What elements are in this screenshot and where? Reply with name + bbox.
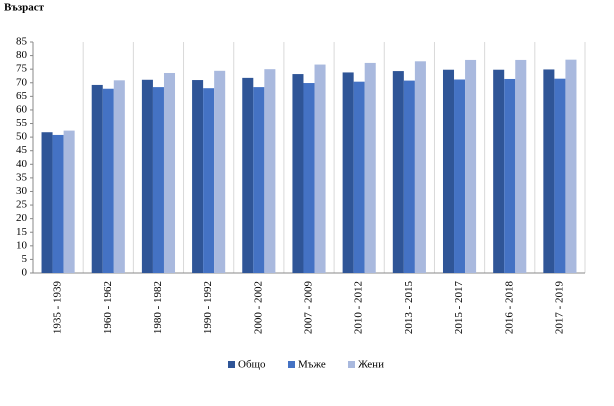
y-axis-label: Възраст bbox=[4, 2, 45, 14]
y-tick-label: 45 bbox=[16, 144, 28, 156]
y-tick-label: 60 bbox=[16, 103, 28, 115]
x-tick-label: 2013 - 2015 bbox=[403, 281, 415, 335]
bar bbox=[465, 59, 477, 274]
bar bbox=[364, 62, 376, 274]
legend-swatch bbox=[288, 361, 295, 368]
bar bbox=[504, 78, 516, 274]
bar bbox=[113, 80, 125, 274]
bar bbox=[442, 69, 455, 273]
y-tick-label: 50 bbox=[16, 131, 28, 143]
x-tick-label: 2010 - 2012 bbox=[353, 281, 365, 334]
bar bbox=[314, 64, 326, 273]
bar bbox=[63, 130, 75, 273]
bar bbox=[303, 83, 315, 273]
bar bbox=[493, 69, 505, 273]
bar bbox=[414, 61, 426, 274]
bar bbox=[102, 88, 114, 273]
y-tick-label: 75 bbox=[16, 63, 28, 75]
x-tick-label: 2015 - 2017 bbox=[453, 281, 465, 335]
y-tick-label: 30 bbox=[16, 185, 28, 197]
bar bbox=[52, 134, 64, 273]
bar bbox=[242, 77, 254, 273]
x-tick-label: 2000 - 2002 bbox=[252, 281, 264, 334]
y-tick-label: 85 bbox=[16, 36, 28, 48]
bar bbox=[214, 70, 226, 273]
bar bbox=[253, 87, 265, 273]
bar bbox=[403, 80, 415, 273]
x-tick-label: 1935 - 1939 bbox=[52, 281, 64, 335]
bar bbox=[392, 71, 404, 273]
y-tick-label: 20 bbox=[16, 212, 28, 224]
y-tick-label: 15 bbox=[16, 226, 28, 238]
x-tick-label: 2017 - 2019 bbox=[553, 281, 565, 335]
bar bbox=[554, 78, 566, 273]
legend-label: Общо bbox=[238, 359, 266, 371]
bar bbox=[163, 72, 176, 274]
legend-label: Жени bbox=[358, 359, 384, 371]
y-tick-label: 0 bbox=[22, 267, 28, 279]
bar bbox=[141, 79, 153, 273]
x-tick-label: 1960 - 1962 bbox=[102, 281, 114, 334]
y-tick-label: 65 bbox=[16, 90, 28, 102]
bar bbox=[41, 132, 53, 273]
y-tick-label: 35 bbox=[16, 171, 28, 183]
bar bbox=[264, 69, 276, 273]
bar bbox=[342, 72, 354, 273]
bar bbox=[454, 79, 466, 273]
x-tick-label: 2007 - 2009 bbox=[303, 281, 315, 335]
x-tick-label: 1980 - 1982 bbox=[152, 281, 164, 334]
x-tick-label: 2016 - 2018 bbox=[503, 281, 515, 335]
bar bbox=[565, 59, 577, 274]
bar bbox=[152, 87, 164, 273]
y-tick-label: 10 bbox=[16, 239, 28, 251]
bar bbox=[353, 81, 365, 274]
y-tick-label: 80 bbox=[16, 49, 28, 61]
bar bbox=[203, 88, 215, 273]
y-tick-label: 40 bbox=[16, 158, 28, 170]
y-tick-label: 5 bbox=[22, 253, 28, 265]
y-tick-label: 25 bbox=[16, 199, 28, 211]
y-tick-label: 70 bbox=[16, 76, 28, 88]
x-tick-label: 1990 - 1992 bbox=[202, 281, 214, 334]
legend-label: Мъже bbox=[298, 359, 326, 371]
y-tick-label: 55 bbox=[16, 117, 28, 129]
bar bbox=[292, 74, 304, 273]
bar bbox=[91, 84, 103, 274]
bar bbox=[543, 69, 555, 273]
bar bbox=[192, 80, 204, 273]
legend-swatch bbox=[348, 361, 355, 368]
legend-swatch bbox=[228, 361, 235, 368]
bar bbox=[515, 59, 527, 274]
